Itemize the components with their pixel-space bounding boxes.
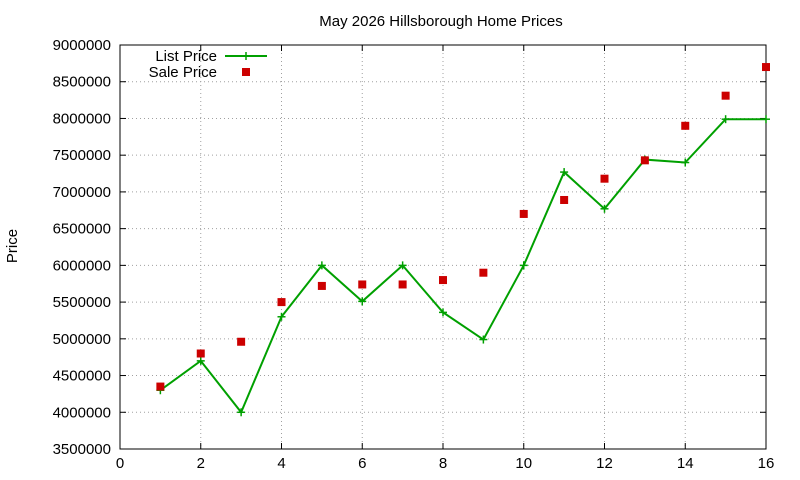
series-1-point-6 xyxy=(398,280,407,289)
legend-marker-1 xyxy=(242,68,250,76)
y-tick-label-10: 8500000 xyxy=(53,74,111,91)
series-0-point-2 xyxy=(237,408,246,417)
series-1-point-2 xyxy=(237,337,246,346)
series-0-point-13 xyxy=(681,158,690,167)
x-tick-label-3: 6 xyxy=(358,455,366,472)
grid-lines xyxy=(120,45,766,449)
series-1-point-13 xyxy=(681,121,690,130)
series-0-point-4 xyxy=(317,261,326,270)
x-tick-label-7: 14 xyxy=(677,455,694,472)
series-0-point-6 xyxy=(398,261,407,270)
legend-marker-0 xyxy=(242,52,250,60)
series-0-point-9 xyxy=(519,261,528,270)
y-tick-label-7: 7000000 xyxy=(53,184,111,201)
x-tick-label-0: 0 xyxy=(116,455,124,472)
y-axis-label: Price xyxy=(4,229,21,263)
series-0-point-7 xyxy=(439,308,447,317)
y-tick-label-6: 6500000 xyxy=(53,221,111,238)
y-tick-label-2: 4500000 xyxy=(53,368,111,385)
series-line-0 xyxy=(159,118,766,415)
x-tick-label-1: 2 xyxy=(197,455,205,472)
y-tick-label-3: 5000000 xyxy=(53,331,111,348)
series-1-point-7 xyxy=(439,276,447,285)
x-tick-label-5: 10 xyxy=(515,455,532,472)
chart-title: May 2026 Hillsborough Home Prices xyxy=(319,13,562,30)
y-tick-label-9: 8000000 xyxy=(53,110,111,127)
series-1-point-10 xyxy=(560,195,569,204)
y-tick-label-8: 7500000 xyxy=(53,147,111,164)
y-tick-label-1: 4000000 xyxy=(53,404,111,421)
series-0-point-8 xyxy=(479,335,488,344)
series-0-point-11 xyxy=(600,204,609,213)
series-0-point-10 xyxy=(560,168,569,177)
x-tick-label-4: 8 xyxy=(439,455,447,472)
series-1-point-9 xyxy=(519,209,528,218)
series-1-point-5 xyxy=(358,280,367,289)
series-1-point-8 xyxy=(479,268,488,277)
y-tick-label-0: 3500000 xyxy=(53,441,111,458)
x-tick-label-2: 4 xyxy=(277,455,285,472)
legend-label-0: List Price xyxy=(155,48,217,65)
x-tick-label-6: 12 xyxy=(596,455,613,472)
series-0-point-3 xyxy=(277,312,286,321)
series-1-point-15 xyxy=(762,63,770,72)
y-tick-label-11: 9000000 xyxy=(53,37,111,54)
series-1-point-12 xyxy=(640,156,649,165)
series-0-point-5 xyxy=(358,297,367,306)
series-layer xyxy=(156,63,770,417)
y-tick-label-5: 6000000 xyxy=(53,257,111,274)
series-1-point-1 xyxy=(196,349,205,358)
x-tick-label-8: 16 xyxy=(758,455,775,472)
series-1-point-4 xyxy=(317,281,326,290)
series-1-point-14 xyxy=(721,91,730,100)
series-1-point-3 xyxy=(277,298,286,307)
y-tick-label-4: 5500000 xyxy=(53,294,111,311)
series-0-point-1 xyxy=(196,356,205,365)
series-1-point-11 xyxy=(600,174,609,183)
axes: 0 2 4 6 8 10 12 14 16 3500000 4000000 4500000 500000… xyxy=(53,37,775,472)
series-0-point-15 xyxy=(762,115,770,124)
series-1-point-0 xyxy=(156,382,165,391)
series-1 xyxy=(156,63,770,391)
series-0-point-14 xyxy=(721,115,730,124)
legend-label-1: Sale Price xyxy=(149,64,217,81)
